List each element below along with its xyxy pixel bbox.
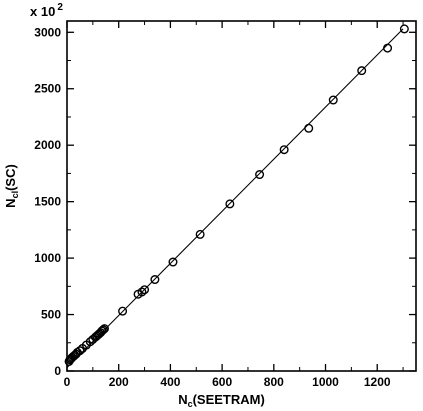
y-multiplier-label: x 10 2 [30, 2, 63, 19]
x-axis-title: Nc(SEETRAM) [178, 392, 265, 409]
data-point [169, 258, 177, 266]
x-tick-label: 1200 [364, 375, 391, 389]
x-axis-title-main: N [178, 392, 187, 407]
data-point [401, 25, 409, 33]
y-multiplier-prefix: x 10 [30, 4, 55, 19]
x-tick-label: 200 [109, 375, 129, 389]
x-tick-label: 600 [212, 375, 232, 389]
data-point [280, 146, 288, 154]
data-point [329, 96, 337, 104]
y-multiplier-exponent: 2 [57, 2, 63, 13]
x-tick-label: 1000 [312, 375, 339, 389]
x-tick-label: 800 [264, 375, 284, 389]
chart-root: 0 200 400 600 800 1000 1200 0 500 1000 1500 2000 250… [3, 2, 416, 409]
data-point [196, 231, 204, 239]
data-point [384, 44, 392, 52]
y-axis-title-subscript: cl [10, 191, 20, 199]
y-tick-label: 2500 [34, 82, 61, 96]
y-tick-label: 500 [41, 308, 61, 322]
y-tick-label: 0 [54, 364, 61, 378]
y-tick-label: 1000 [34, 251, 61, 265]
y-tick-label: 1500 [34, 195, 61, 209]
y-tick-label: 2000 [34, 138, 61, 152]
y-axis-title-rest: (SC) [3, 164, 18, 191]
fit-line [67, 29, 403, 368]
data-point [305, 124, 313, 132]
y-axis-title: Ncl(SC) [3, 164, 20, 208]
x-axis-title-rest: (SEETRAM) [193, 392, 265, 407]
data-point [256, 171, 264, 179]
y-axis-title-main: N [3, 198, 18, 207]
x-tick-label: 0 [64, 375, 71, 389]
x-tick-label: 400 [160, 375, 180, 389]
y-tick-label: 3000 [34, 25, 61, 39]
